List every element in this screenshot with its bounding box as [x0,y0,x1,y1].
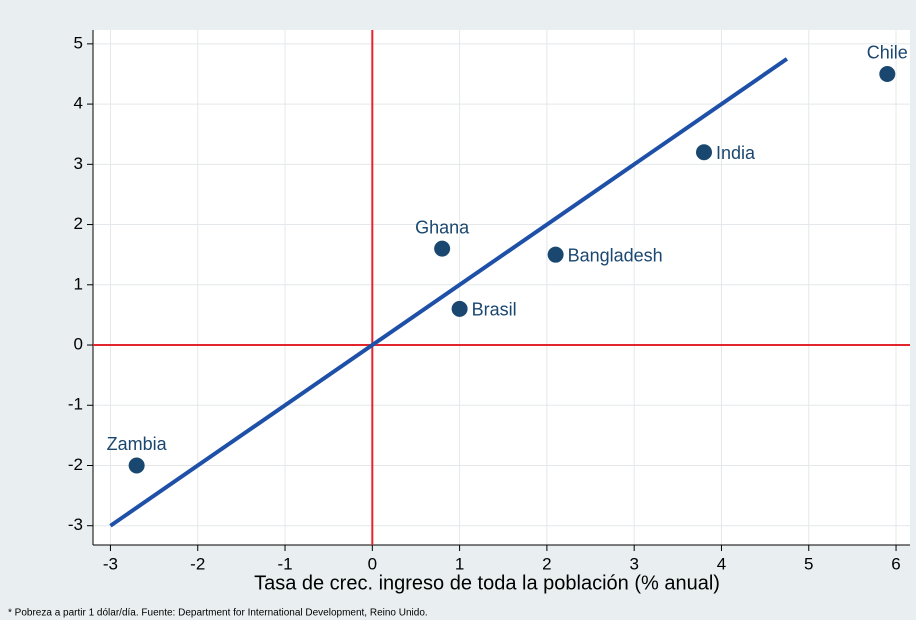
y-tick-label: 3 [74,154,83,173]
x-tick-label: 4 [717,554,726,573]
point-label: Ghana [415,217,470,237]
y-tick-label: -1 [68,395,83,414]
reference-line [109,57,789,528]
point [879,65,896,82]
x-tick-label: 3 [629,554,638,573]
point [128,457,145,474]
y-tick-label: 5 [74,33,83,52]
point-label: Zambia [107,434,168,454]
point-label: Bangladesh [568,245,663,265]
x-tick-label: -3 [103,554,118,573]
y-tick-label: 1 [74,274,83,293]
x-tick-label: 5 [804,554,813,573]
y-tick-label: -3 [68,515,83,534]
point [434,240,451,257]
point-label: Brasil [472,300,517,320]
y-tick-label: 2 [74,214,83,233]
point [547,246,564,263]
x-tick-label: -1 [277,554,292,573]
y-tick-label: -2 [68,455,83,474]
point [451,300,468,317]
plot-area [93,30,910,545]
point-label: Chile [867,43,908,63]
x-tick-label: 1 [455,554,464,573]
x-tick-label: 0 [368,554,377,573]
x-axis-label: Tasa de crec. ingreso de toda la poblaci… [254,572,720,594]
x-tick-label: 6 [891,554,900,573]
x-tick-label: 2 [542,554,551,573]
x-tick-label: -2 [190,554,205,573]
y-tick-label: 0 [74,335,83,354]
y-tick-label: 4 [74,94,83,113]
point [696,144,713,161]
point-label: India [716,143,756,163]
footnote: * Pobreza a partir 1 dólar/día. Fuente: … [8,608,428,619]
